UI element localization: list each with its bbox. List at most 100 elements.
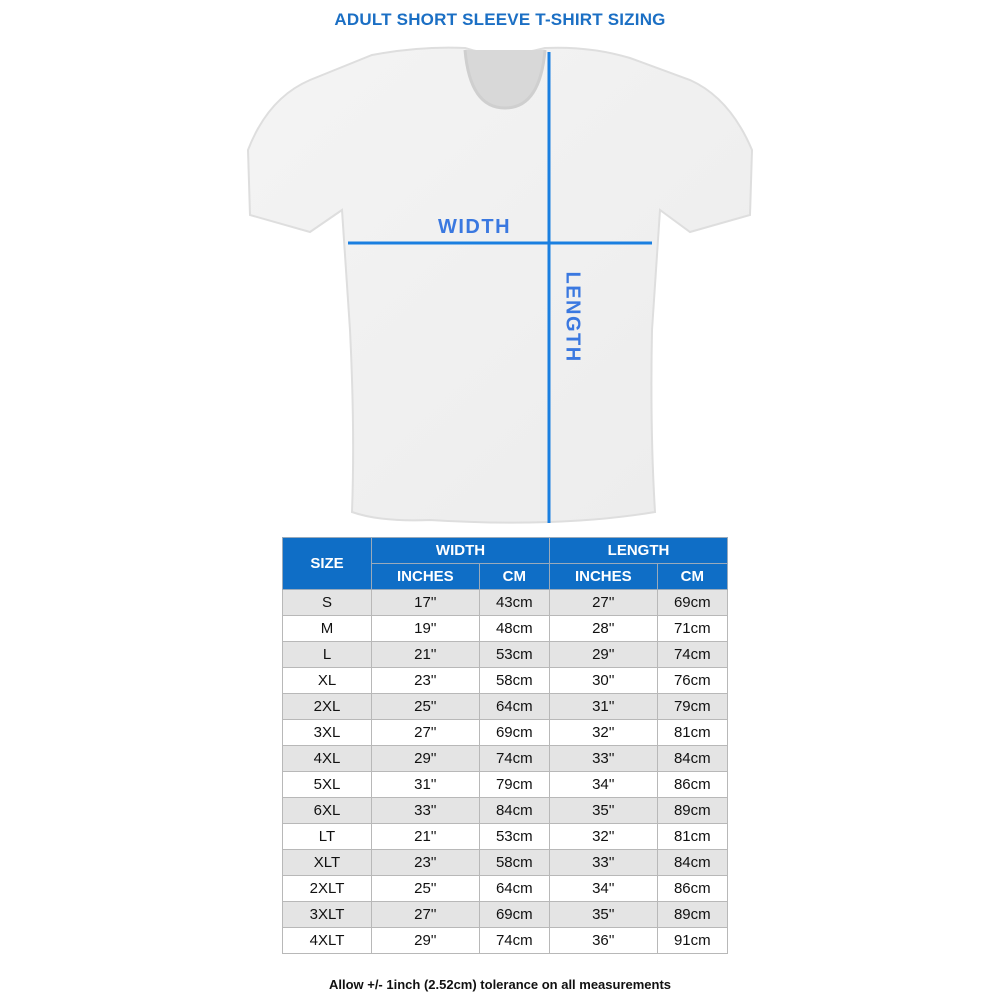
table-row: 2XL 25'' 64cm 31'' 79cm — [282, 693, 729, 720]
width-cm-cell: 69cm — [478, 719, 550, 746]
width-inches-cell: 25'' — [371, 693, 480, 720]
length-cm-cell: 76cm — [656, 667, 729, 694]
table-row: 3XLT 27'' 69cm 35'' 89cm — [282, 901, 729, 928]
table-row: XL 23'' 58cm 30'' 76cm — [282, 667, 729, 694]
size-cell: 6XL — [282, 797, 372, 824]
length-inches-cell: 31'' — [548, 693, 658, 720]
length-inches-cell: 33'' — [548, 849, 658, 876]
width-inches-cell: 23'' — [371, 667, 480, 694]
length-inches-cell: 29'' — [548, 641, 658, 668]
width-inches-cell: 33'' — [371, 797, 480, 824]
length-inches-cell: 32'' — [548, 719, 658, 746]
size-cell: 2XL — [282, 693, 372, 720]
width-inches-cell: 17'' — [371, 589, 480, 616]
width-inches-cell: 23'' — [371, 849, 480, 876]
width-inches-cell: 29'' — [371, 745, 480, 772]
tshirt-shape — [246, 46, 754, 524]
width-inches-cell: 31'' — [371, 771, 480, 798]
table-row: 2XLT 25'' 64cm 34'' 86cm — [282, 875, 729, 902]
size-cell: 3XL — [282, 719, 372, 746]
width-cm-cell: 74cm — [478, 745, 550, 772]
length-inches-cell: 34'' — [548, 771, 658, 798]
tshirt-collar — [463, 49, 547, 110]
length-cm-cell: 74cm — [656, 641, 729, 668]
width-cm-cell: 53cm — [478, 641, 550, 668]
width-cm-cell: 84cm — [478, 797, 550, 824]
table-row: S 17'' 43cm 27'' 69cm — [282, 589, 729, 616]
width-inches-cell: 21'' — [371, 641, 480, 668]
width-cm-cell: 74cm — [478, 927, 550, 954]
size-cell: M — [282, 615, 372, 642]
size-cell: LT — [282, 823, 372, 850]
length-inches-cell: 32'' — [548, 823, 658, 850]
table-row: XLT 23'' 58cm 33'' 84cm — [282, 849, 729, 876]
width-cm-cell: 64cm — [478, 875, 550, 902]
length-inches-cell: 36'' — [548, 927, 658, 954]
length-inches-cell: 35'' — [548, 797, 658, 824]
size-cell: 2XLT — [282, 875, 372, 902]
width-inches-cell: 29'' — [371, 927, 480, 954]
header-length-cm: CM — [656, 563, 729, 590]
length-inches-cell: 27'' — [548, 589, 658, 616]
table-row: LT 21'' 53cm 32'' 81cm — [282, 823, 729, 850]
width-inches-cell: 27'' — [371, 901, 480, 928]
header-width-cm: CM — [478, 563, 550, 590]
header-width-inches: INCHES — [371, 563, 480, 590]
length-cm-cell: 91cm — [656, 927, 729, 954]
table-row: 3XL 27'' 69cm 32'' 81cm — [282, 719, 729, 746]
table-row: 4XL 29'' 74cm 33'' 84cm — [282, 745, 729, 772]
width-cm-cell: 79cm — [478, 771, 550, 798]
size-cell: 4XL — [282, 745, 372, 772]
size-table-body: S 17'' 43cm 27'' 69cm M 19'' 48cm 28'' 71cm L 21'' 5… — [282, 589, 729, 954]
size-cell: 5XL — [282, 771, 372, 798]
length-inches-cell: 35'' — [548, 901, 658, 928]
table-row: L 21'' 53cm 29'' 74cm — [282, 641, 729, 668]
size-cell: L — [282, 641, 372, 668]
length-label: LENGTH — [561, 271, 584, 363]
width-cm-cell: 43cm — [478, 589, 550, 616]
length-cm-cell: 89cm — [656, 901, 729, 928]
length-inches-cell: 33'' — [548, 745, 658, 772]
length-cm-cell: 71cm — [656, 615, 729, 642]
length-cm-cell: 89cm — [656, 797, 729, 824]
width-cm-cell: 69cm — [478, 901, 550, 928]
size-cell: 3XLT — [282, 901, 372, 928]
width-inches-cell: 19'' — [371, 615, 480, 642]
header-length: LENGTH — [548, 537, 729, 564]
header-length-inches: INCHES — [548, 563, 658, 590]
size-cell: XL — [282, 667, 372, 694]
length-cm-cell: 81cm — [656, 719, 729, 746]
header-size: SIZE — [282, 537, 372, 590]
header-width: WIDTH — [371, 537, 550, 564]
length-cm-cell: 81cm — [656, 823, 729, 850]
width-label: WIDTH — [438, 216, 512, 238]
length-inches-cell: 30'' — [548, 667, 658, 694]
length-inches-cell: 34'' — [548, 875, 658, 902]
table-row: 5XL 31'' 79cm 34'' 86cm — [282, 771, 729, 798]
width-cm-cell: 64cm — [478, 693, 550, 720]
length-cm-cell: 84cm — [656, 745, 729, 772]
table-row: 4XLT 29'' 74cm 36'' 91cm — [282, 927, 729, 954]
length-cm-cell: 86cm — [656, 771, 729, 798]
length-cm-cell: 84cm — [656, 849, 729, 876]
width-cm-cell: 58cm — [478, 667, 550, 694]
page-title: ADULT SHORT SLEEVE T-SHIRT SIZING — [334, 10, 666, 29]
length-cm-cell: 69cm — [656, 589, 729, 616]
size-cell: XLT — [282, 849, 372, 876]
size-cell: 4XLT — [282, 927, 372, 954]
tshirt-diagram — [246, 46, 754, 524]
size-cell: S — [282, 589, 372, 616]
width-inches-cell: 25'' — [371, 875, 480, 902]
tolerance-note: Allow +/- 1inch (2.52cm) tolerance on al… — [328, 977, 672, 992]
width-inches-cell: 21'' — [371, 823, 480, 850]
width-cm-cell: 58cm — [478, 849, 550, 876]
width-inches-cell: 27'' — [371, 719, 480, 746]
length-inches-cell: 28'' — [548, 615, 658, 642]
length-cm-cell: 79cm — [656, 693, 729, 720]
length-cm-cell: 86cm — [656, 875, 729, 902]
width-cm-cell: 48cm — [478, 615, 550, 642]
table-row: M 19'' 48cm 28'' 71cm — [282, 615, 729, 642]
table-row: 6XL 33'' 84cm 35'' 89cm — [282, 797, 729, 824]
width-cm-cell: 53cm — [478, 823, 550, 850]
